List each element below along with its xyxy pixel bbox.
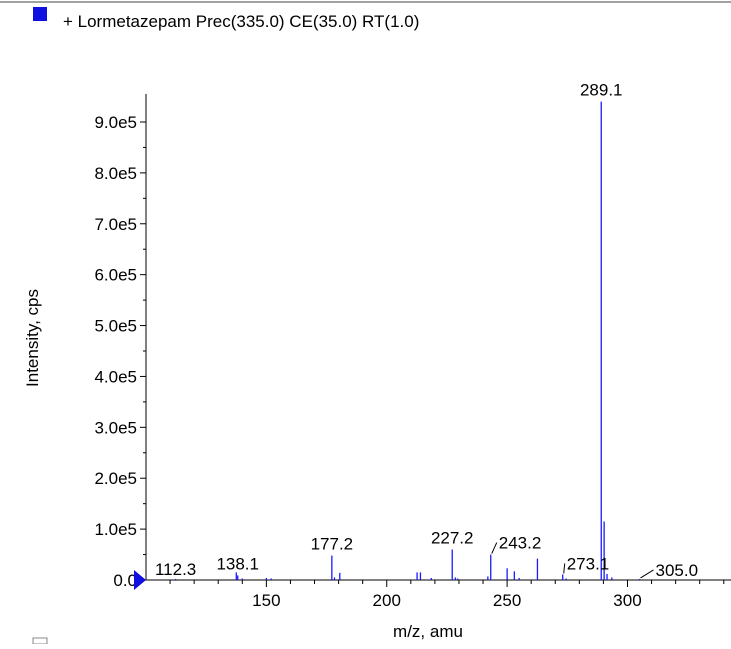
peak-label: 227.2 [431,528,474,547]
peak-label: 177.2 [311,535,354,554]
x-tick-label: 150 [252,591,280,610]
y-tick-label: 3.0e5 [94,418,137,437]
peak-labels-layer: 112.3 138.1 177.2 227.2 243.2 273.1 289.1 305.0 [155,81,698,580]
y-tick-label: 0.0 [113,571,137,590]
x-axis: 150 200 250 300 [146,579,731,610]
peak-label: 243.2 [499,534,542,553]
legend-label: + Lormetazepam Prec(335.0) CE(35.0) RT(1… [63,12,419,31]
peaks-layer [174,101,641,580]
peak-label: 305.0 [656,561,699,580]
baseline-marker-icon [134,570,146,590]
y-tick-label: 1.0e5 [94,520,137,539]
peak-label-leader [491,542,498,554]
legend-swatch [33,7,47,21]
y-tick-label: 4.0e5 [94,367,137,386]
x-tick-label: 300 [613,591,641,610]
y-tick-label: 2.0e5 [94,469,137,488]
x-tick-label: 200 [373,591,401,610]
peak-label: 112.3 [155,560,196,579]
peak-label-leader [640,569,654,579]
x-axis-title: m/z, amu [393,622,463,641]
y-tick-label: 7.0e5 [94,215,137,234]
y-tick-label: 9.0e5 [94,113,137,132]
y-axis: 0.0 1.0e5 2.0e5 3.0e5 4.0e5 5.0e5 6.0e5 7.0e5 8.… [94,94,147,590]
y-tick-label: 6.0e5 [94,266,137,285]
x-tick-label: 250 [493,591,521,610]
peak-label: 289.1 [580,81,623,100]
peak-label: 138.1 [216,554,259,573]
peak-label: 273.1 [567,554,610,573]
y-tick-label: 8.0e5 [94,164,137,183]
y-tick-label: 5.0e5 [94,317,137,336]
peak-label-leader [563,563,566,574]
bottom-legend-swatch [32,637,48,645]
y-axis-title: Intensity, cps [23,289,42,387]
